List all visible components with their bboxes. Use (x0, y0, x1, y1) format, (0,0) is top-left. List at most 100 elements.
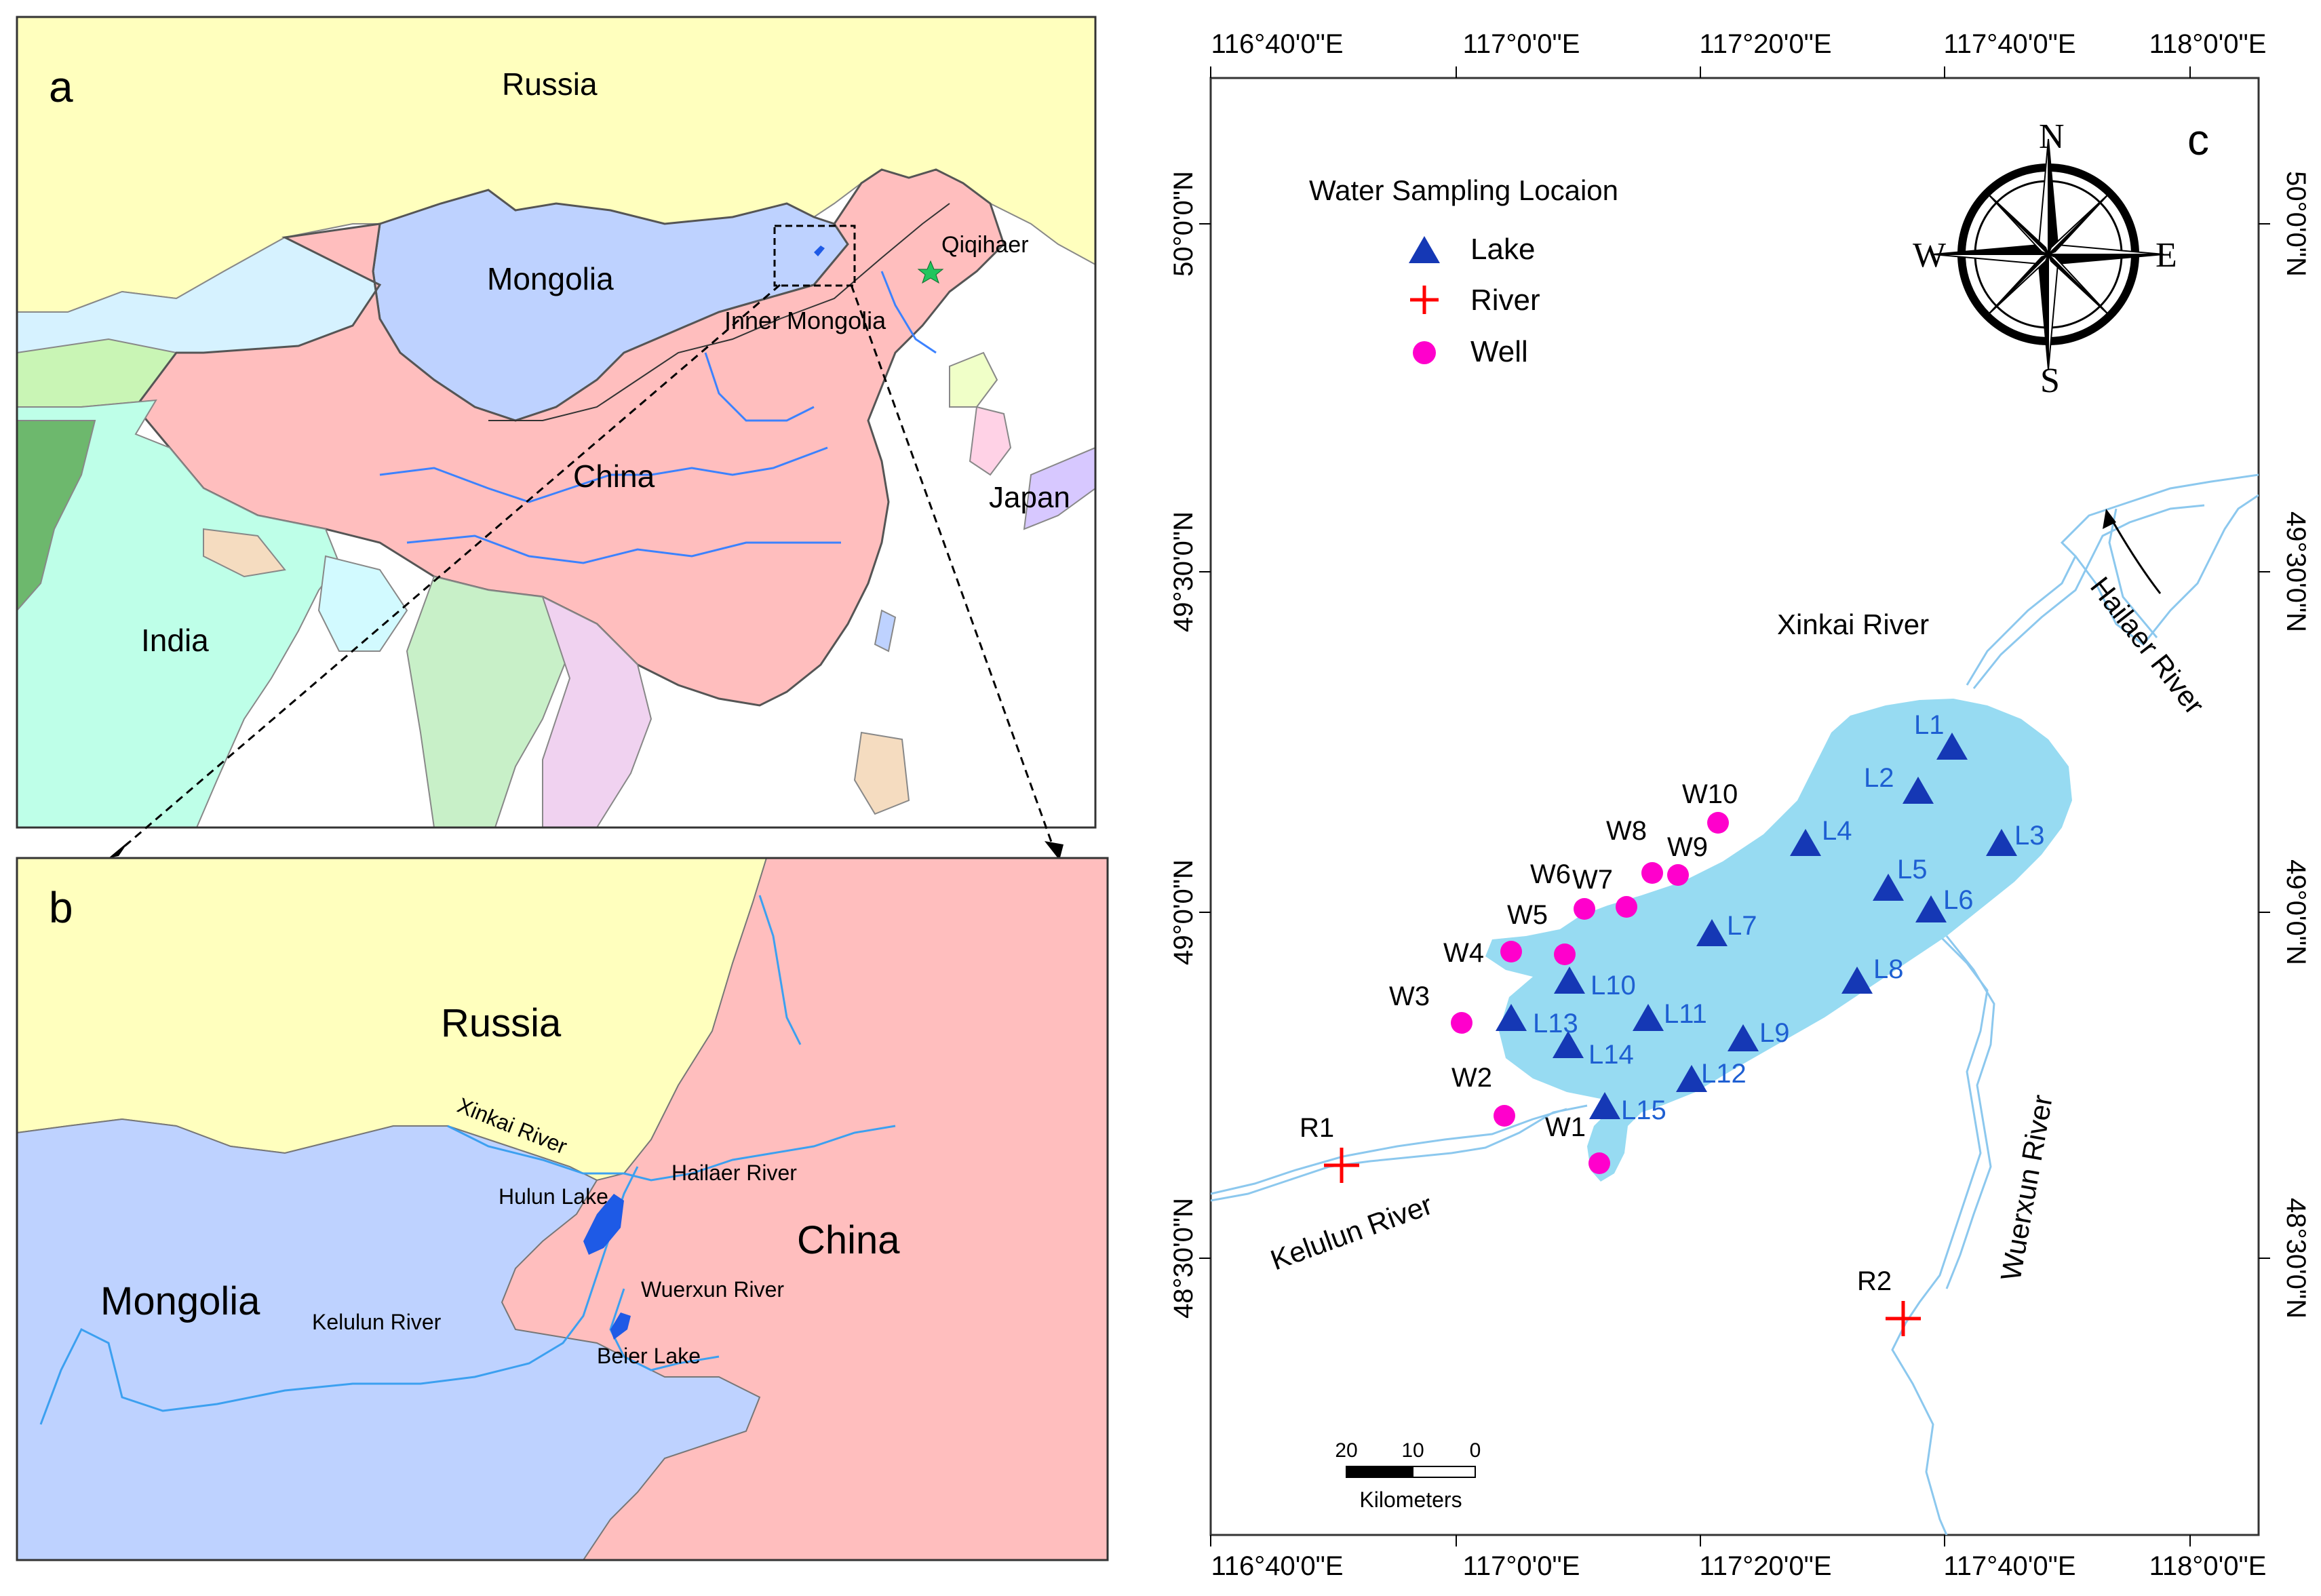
well-site-label: W6 (1530, 859, 1571, 889)
lake-site-label: L1 (1914, 710, 1945, 740)
legend-river-cross-icon (1410, 286, 1439, 314)
label-mongolia-a: Mongolia (487, 261, 614, 296)
lake-site-marker (1915, 895, 1947, 922)
well-site-label: W2 (1451, 1063, 1492, 1093)
label-wuerxun-river-b: Wuerxun River (641, 1277, 784, 1302)
south-korea-region (969, 406, 1012, 476)
lake-site-label: L13 (1533, 1009, 1578, 1038)
well-sites (1451, 812, 1729, 1174)
bottom-tick-label: 117°20'0"E (1699, 1551, 1831, 1581)
left-tick-label: 49°30'0"N (1169, 511, 1198, 632)
lake-island (1699, 1099, 1736, 1140)
rivers-c (1211, 473, 2259, 1535)
top-tick-labels: 116°40'0"E 117°0'0"E 117°20'0"E 117°40'0… (1211, 29, 2266, 59)
philippines-region (853, 731, 910, 815)
well-site-marker (1554, 943, 1576, 965)
well-site-marker (1494, 1105, 1515, 1127)
well-site-label: W4 (1443, 938, 1484, 968)
taiwan-region (874, 609, 897, 653)
river-sites (1324, 1148, 1921, 1336)
lake-site-marker (1986, 829, 2017, 856)
lake-site-label: L11 (1664, 999, 1707, 1029)
well-site-labels: W1 W2 W3 W4 W5 W6 W7 W8 W9 W10 (1389, 779, 1738, 1142)
legend-well-label: Well (1470, 335, 1528, 368)
lake-site-label: L7 (1727, 911, 1757, 941)
lake-site-marker (1696, 919, 1728, 946)
bottom-tick-labels: 116°40'0"E 117°0'0"E 117°20'0"E 117°40'0… (1211, 1551, 2266, 1581)
compass-w: W (1913, 236, 1946, 275)
panel-c: 116°40'0"E 117°0'0"E 117°20'0"E 117°40'0… (1169, 29, 2311, 1581)
mongolia-region-b (17, 1118, 761, 1560)
lake-site-marker (1841, 967, 1873, 994)
lake-site-label: L10 (1591, 971, 1636, 1000)
label-china-b: China (797, 1218, 900, 1262)
label-russia-a: Russia (502, 66, 598, 102)
top-tick-label: 117°40'0"E (1943, 29, 2075, 59)
scale-unit: Kilometers (1359, 1487, 1462, 1512)
label-hulun-lake: Hulun Lake (499, 1184, 608, 1209)
right-tick-label: 48°30'0"N (2281, 1198, 2311, 1319)
lake-site-label: L3 (2014, 821, 2045, 851)
scale-tick-20: 20 (1335, 1439, 1357, 1462)
korea-region (949, 351, 998, 408)
river-site-label: R1 (1300, 1113, 1334, 1143)
lake-site-labels: L1 L2 L3 L4 L5 L6 L7 L8 L9 L10 L11 L12 L… (1533, 710, 2045, 1125)
top-tick-label: 116°40'0"E (1211, 29, 1343, 59)
left-tick-label: 49°0'0"N (1169, 859, 1198, 965)
label-inner-mongolia: Inner Mongolia (724, 307, 886, 334)
right-tick-label: 49°30'0"N (2281, 511, 2311, 632)
bottom-tick-label: 117°40'0"E (1943, 1551, 2075, 1581)
bottom-tick-label: 117°0'0"E (1463, 1551, 1580, 1581)
se-asia-region-2 (541, 596, 652, 828)
compass-rose-icon (1932, 138, 2164, 370)
lake-site-marker (1554, 967, 1585, 994)
arrowhead-right (1045, 841, 1064, 860)
legend-lake-triangle-icon (1409, 236, 1440, 263)
lake-site-label: L4 (1822, 816, 1852, 846)
well-site-label: W3 (1389, 981, 1430, 1011)
well-site-marker (1616, 896, 1637, 918)
legend-well-circle-icon (1413, 341, 1436, 364)
well-site-label: W5 (1507, 900, 1548, 930)
zoom-arrows (118, 284, 1056, 853)
legend-title: Water Sampling Locaion (1309, 174, 1618, 206)
well-site-marker (1500, 941, 1522, 962)
scale-tick-10: 10 (1401, 1439, 1424, 1462)
hulun-lake-shape (583, 1194, 624, 1255)
panel-c-letter: c (2187, 115, 2209, 164)
rivers-b (39, 895, 896, 1425)
well-site-marker (1451, 1012, 1472, 1034)
label-xinkai-river-c: Xinkai River (1777, 608, 1929, 640)
qiqihaer-star-icon (917, 260, 944, 284)
label-china-a: China (573, 459, 655, 494)
lake-site-label: L12 (1701, 1059, 1747, 1089)
lake-site-label: L14 (1588, 1040, 1634, 1070)
compass-e: E (2156, 236, 2177, 275)
legend: Water Sampling Locaion Lake River Well (1309, 174, 1618, 368)
lake-site-marker (1553, 1031, 1584, 1058)
right-tick-labels: 50°0'0"N 49°30'0"N 49°0'0"N 48°30'0"N (2281, 171, 2311, 1319)
pakistan-region (17, 420, 96, 612)
lake-site-label: L9 (1759, 1018, 1790, 1048)
legend-lake-label: Lake (1470, 233, 1535, 266)
label-russia-b: Russia (441, 1001, 562, 1045)
se-asia-region-1 (406, 575, 571, 828)
panel-a: a Russia Mongolia Qiqihaer Inner Mongoli… (16, 16, 1097, 829)
label-mongolia-b: Mongolia (100, 1279, 260, 1323)
well-site-marker (1641, 862, 1663, 884)
river-site-label: R2 (1857, 1266, 1892, 1296)
hulun-lake-c (1485, 699, 2072, 1182)
legend-river-label: River (1470, 284, 1540, 317)
bottom-tick-label: 116°40'0"E (1211, 1551, 1343, 1581)
left-tick-label: 50°0'0"N (1169, 171, 1198, 277)
study-area-box (773, 225, 856, 287)
panel-a-letter: a (49, 62, 73, 111)
label-india: India (141, 623, 209, 658)
well-site-label: W9 (1667, 832, 1708, 862)
top-tick-label: 118°0'0"E (2149, 29, 2267, 59)
compass-s: S (2040, 362, 2060, 400)
panel-b-letter: b (49, 883, 73, 932)
well-site-marker (1574, 898, 1595, 920)
lake-site-label: L8 (1873, 954, 1904, 984)
